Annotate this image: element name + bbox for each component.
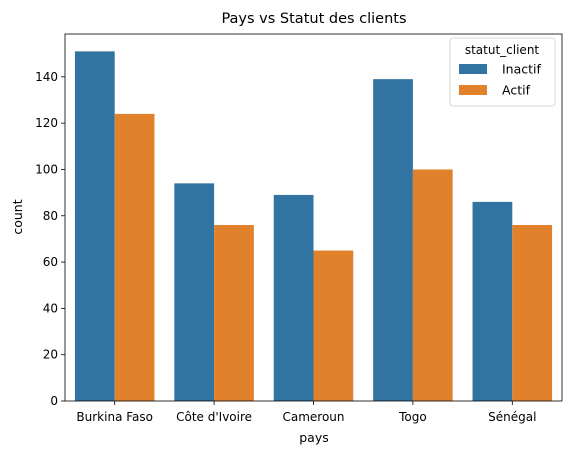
bar-inactif-3 <box>373 79 413 402</box>
x-tick-label: Côte d'Ivoire <box>176 410 252 424</box>
x-axis-label: pays <box>299 430 329 445</box>
legend-items: Inactif Actif <box>459 62 542 98</box>
legend: statut_client Inactif Actif <box>449 37 556 107</box>
y-tick-label: 60 <box>43 255 58 269</box>
chart-title: Pays vs Statut des clients <box>221 11 406 27</box>
y-tick-label: 20 <box>43 348 58 362</box>
legend-title: statut_client <box>465 43 540 57</box>
y-tick-label: 100 <box>35 162 58 176</box>
y-tick-label: 80 <box>43 209 58 223</box>
legend-label-inactif: Inactif <box>502 62 542 77</box>
bar-inactif-0 <box>74 51 115 402</box>
bar-actif-3 <box>412 169 453 401</box>
plot-bars <box>74 51 553 402</box>
x-tick-label: Cameroun <box>282 410 344 424</box>
y-tick-label: 40 <box>43 301 58 315</box>
y-tick-label: 140 <box>35 70 58 84</box>
bar-inactif-2 <box>273 194 314 401</box>
bar-actif-0 <box>114 113 155 401</box>
legend-swatch-inactif <box>459 64 487 74</box>
x-tick-label: Burkina Faso <box>76 410 153 424</box>
legend-swatch-actif <box>459 85 487 95</box>
x-axis: Burkina Faso Côte d'Ivoire Cameroun Togo Sén… <box>76 401 536 424</box>
y-tick-label: 0 <box>50 394 58 408</box>
bar-inactif-1 <box>174 183 215 401</box>
bar-inactif-4 <box>472 201 513 401</box>
plot-frame <box>64 33 563 402</box>
y-axis: 0 20 40 60 80 100 120 140 <box>35 70 65 408</box>
x-tick-label: Sénégal <box>488 410 536 424</box>
bar-actif-1 <box>214 225 254 401</box>
bar-actif-2 <box>313 250 354 401</box>
bar-actif-4 <box>512 225 553 401</box>
legend-label-actif: Actif <box>502 83 531 98</box>
x-tick-label: Togo <box>398 410 427 424</box>
y-axis-label: count <box>10 199 25 234</box>
y-tick-label: 120 <box>35 116 58 130</box>
